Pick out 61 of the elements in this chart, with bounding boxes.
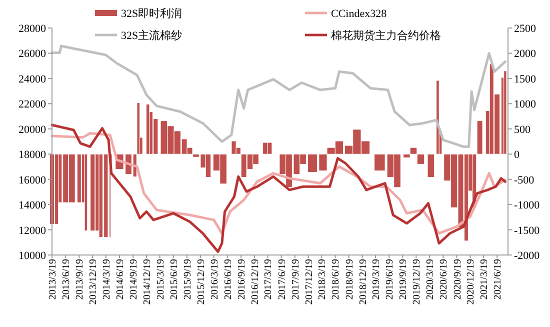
y2-tick-label: 2000 — [514, 48, 536, 60]
x-tick-label: 2014/3/19 — [101, 259, 112, 300]
x-tick-label: 2019/12/19 — [412, 259, 423, 305]
y-tick-label: 16000 — [18, 174, 46, 186]
legend-label: 棉花期货主力合约价格 — [331, 29, 441, 42]
legend-label: CCindex328 — [331, 8, 388, 20]
x-tick-label: 2014/12/19 — [142, 259, 154, 305]
x-tick-label: 2016/12/19 — [250, 259, 261, 305]
x-tick-label: 2013/3/19 — [48, 259, 58, 300]
y-tick-label: 20000 — [18, 124, 46, 136]
y-tick-label: 10000 — [18, 250, 46, 262]
x-tick-label: 2017/3/19 — [263, 259, 274, 300]
x-tick-label: 2018/6/19 — [330, 259, 342, 300]
x-tick-label: 2020/12/19 — [466, 259, 477, 305]
x-tick-label: 2020/9/19 — [452, 259, 464, 300]
y2-tick-label: -500 — [514, 174, 535, 186]
y-tick-label: 14000 — [18, 200, 46, 212]
line-series — [50, 124, 506, 253]
x-tick-label: 2013/12/19 — [88, 259, 100, 305]
y2-tick-label: -1500 — [514, 224, 540, 237]
x-tick-label: 2016/9/19 — [236, 259, 248, 300]
x-tick-label: 2015/9/19 — [182, 259, 194, 300]
x-tick-label: 2017/6/19 — [276, 259, 288, 300]
x-tick-label: 2020/3/19 — [425, 259, 436, 300]
x-tick-label: 2016/6/19 — [222, 259, 234, 300]
x-tick-label: 2019/6/19 — [384, 259, 396, 300]
x-tick-label: 2020/6/19 — [438, 259, 450, 300]
y-tick-label: 22000 — [18, 98, 46, 111]
y2-tick-label: 500 — [514, 124, 531, 136]
y-tick-label: 26000 — [18, 48, 46, 60]
x-tick-label: 2019/3/19 — [371, 259, 382, 300]
line-series — [50, 44, 506, 148]
x-tick-label: 2017/12/19 — [304, 259, 315, 305]
x-tick-label: 2015/3/19 — [155, 259, 166, 300]
y-tick-label: 12000 — [18, 224, 46, 237]
x-tick-label: 2018/12/19 — [358, 259, 369, 305]
x-tick-label: 2018/3/19 — [317, 259, 328, 300]
x-tick-label: 2014/9/19 — [128, 259, 140, 300]
y2-tick-label: -1000 — [514, 200, 540, 212]
y-tick-label: 18000 — [18, 149, 46, 162]
x-tick-label: 2021/6/19 — [492, 259, 504, 300]
x-tick-label: 2013/9/19 — [74, 259, 86, 300]
y-tick-label: 28000 — [18, 23, 46, 35]
x-tick-label: 2018/9/19 — [344, 259, 356, 300]
x-tick-label: 2019/9/19 — [398, 259, 410, 300]
legend-label: 32S主流棉纱 — [121, 29, 182, 42]
x-tick-label: 2015/6/19 — [168, 259, 180, 300]
y2-tick-label: 1500 — [514, 73, 536, 86]
x-tick-label: 2013/6/19 — [61, 259, 72, 300]
x-tick-label: 2017/9/19 — [290, 259, 302, 300]
y2-tick-label: 2500 — [514, 23, 536, 35]
x-tick-label: 2014/6/19 — [114, 259, 126, 300]
x-tick-label: 2021/3/19 — [478, 259, 490, 300]
legend-label: 32S即时利润 — [121, 7, 182, 20]
x-tick-label: 2015/12/19 — [196, 259, 207, 305]
x-tick-label: 2016/3/19 — [209, 259, 220, 300]
y2-tick-label: 1000 — [514, 98, 536, 111]
bar — [90, 154, 96, 232]
y2-tick-label: 0 — [514, 149, 520, 162]
y2-tick-label: -2000 — [514, 250, 540, 262]
y-tick-label: 24000 — [18, 73, 46, 86]
